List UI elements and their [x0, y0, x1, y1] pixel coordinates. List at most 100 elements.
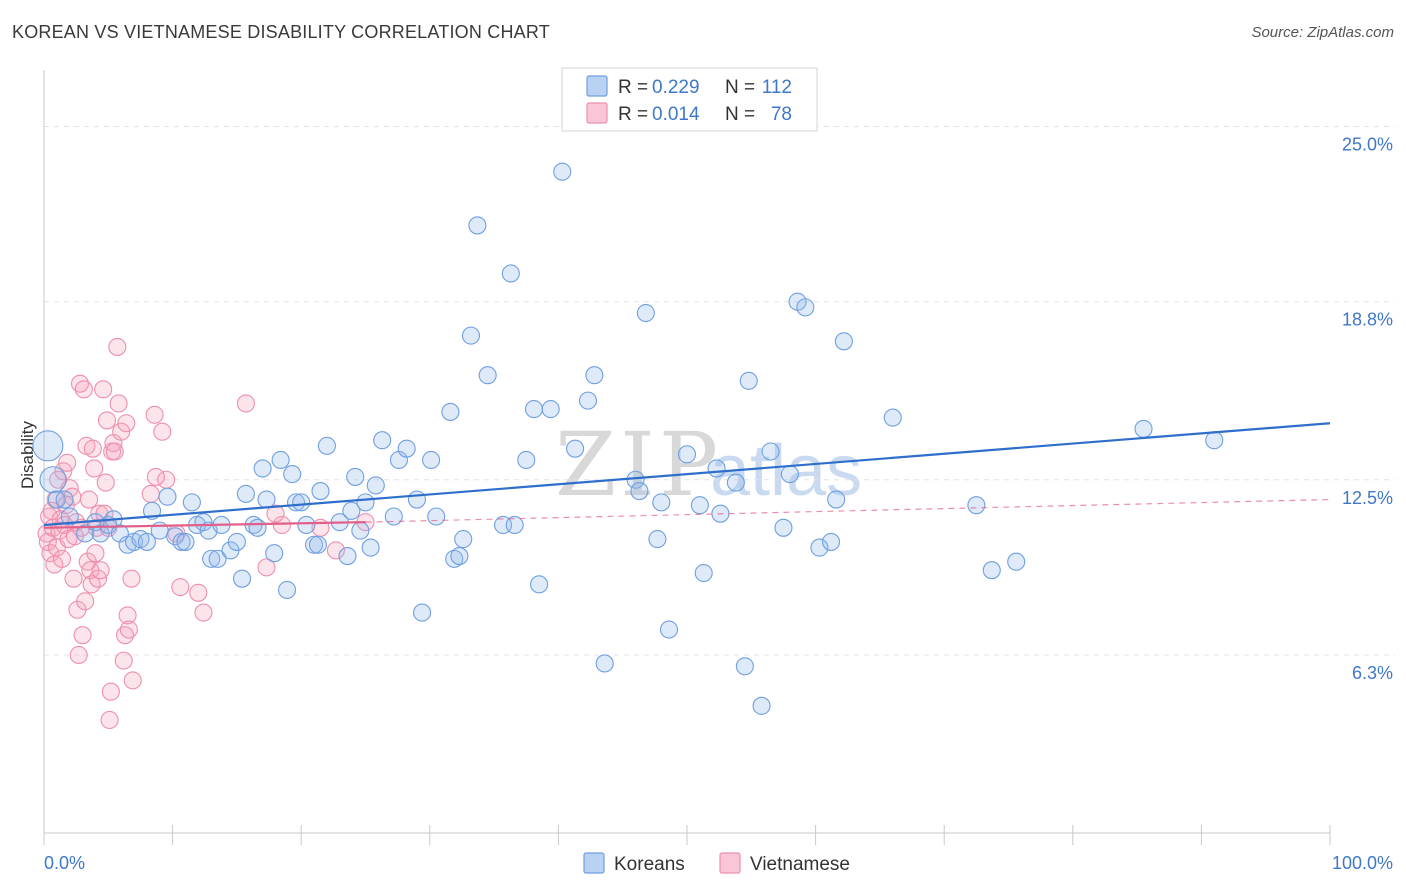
- data-point-koreans: [450, 547, 469, 566]
- data-point-koreans: [478, 366, 497, 385]
- y-tick-label: 25.0%: [1342, 135, 1393, 155]
- data-point-koreans: [227, 532, 246, 551]
- data-point-koreans: [76, 524, 95, 543]
- trend-line-koreans: [43, 422, 1331, 527]
- data-point-koreans: [761, 442, 780, 461]
- series-legend-label-vietnamese: Vietnamese: [750, 854, 850, 875]
- y-tick-label: 18.8%: [1342, 310, 1393, 330]
- data-point-vietnamese: [64, 569, 83, 588]
- data-point-vietnamese: [85, 459, 104, 478]
- data-point-koreans: [361, 538, 380, 557]
- data-point-vietnamese: [118, 606, 137, 625]
- data-point-koreans: [427, 507, 446, 526]
- data-point-koreans: [407, 490, 426, 509]
- data-point-koreans: [317, 436, 336, 455]
- data-point-koreans: [208, 549, 227, 568]
- data-point-koreans: [1007, 552, 1026, 571]
- data-point-vietnamese: [114, 651, 133, 670]
- series-legend: Koreans Vietnamese: [583, 852, 850, 875]
- data-point-koreans: [505, 515, 524, 535]
- data-points: [32, 162, 1224, 730]
- x-ticks: [43, 825, 1331, 845]
- data-point-koreans: [356, 493, 375, 512]
- data-point-koreans: [821, 532, 841, 551]
- legend-r-label-koreans: R =: [618, 77, 648, 98]
- data-point-vietnamese: [52, 549, 72, 568]
- data-point-koreans: [265, 544, 284, 563]
- data-point-koreans: [578, 391, 598, 410]
- data-point-koreans: [501, 264, 520, 283]
- data-point-koreans: [982, 561, 1001, 580]
- data-point-vietnamese: [83, 439, 102, 458]
- data-point-koreans: [182, 493, 201, 512]
- data-point-vietnamese: [194, 603, 213, 622]
- data-point-koreans: [137, 532, 156, 551]
- data-point-koreans: [541, 400, 560, 419]
- series-legend-swatch-vietnamese: [719, 852, 741, 874]
- data-point-koreans: [694, 563, 713, 583]
- data-point-koreans: [796, 298, 815, 317]
- data-point-vietnamese: [105, 442, 124, 461]
- data-point-koreans: [172, 532, 191, 551]
- data-point-vietnamese: [112, 422, 131, 441]
- legend-r-value-vietnamese: 0.014: [652, 104, 700, 125]
- data-point-koreans: [445, 549, 464, 568]
- data-point-koreans: [630, 482, 649, 501]
- data-point-vietnamese: [326, 541, 345, 560]
- data-point-koreans: [311, 482, 330, 501]
- legend-n-label-koreans: N =: [725, 77, 755, 98]
- data-point-vietnamese: [236, 394, 255, 413]
- data-point-koreans: [468, 216, 487, 235]
- data-point-vietnamese: [69, 645, 88, 665]
- data-point-koreans: [441, 402, 460, 421]
- data-point-vietnamese: [123, 671, 142, 690]
- data-point-koreans: [176, 532, 195, 551]
- data-point-koreans: [810, 538, 829, 557]
- data-point-koreans: [297, 515, 316, 535]
- data-point-koreans: [1134, 419, 1153, 438]
- y-tick-label: 12.5%: [1342, 488, 1393, 508]
- y-axis-title: Disability: [18, 420, 37, 489]
- data-point-koreans: [292, 493, 311, 512]
- data-point-vietnamese: [145, 405, 164, 424]
- data-point-koreans: [726, 473, 745, 492]
- data-point-koreans: [47, 490, 66, 509]
- y-tick-label: 6.3%: [1352, 663, 1393, 683]
- data-point-koreans: [461, 326, 481, 345]
- data-point-koreans: [253, 459, 272, 478]
- data-point-vietnamese: [272, 515, 291, 535]
- data-point-koreans: [236, 484, 255, 503]
- data-point-koreans: [232, 569, 252, 588]
- data-point-vietnamese: [266, 504, 285, 523]
- chart-source: Source: ZipAtlas.com: [1251, 24, 1394, 41]
- data-point-vietnamese: [171, 578, 190, 597]
- x-tick-label-right: 100.0%: [1332, 853, 1393, 873]
- data-point-vietnamese: [153, 422, 172, 441]
- data-point-vietnamese: [91, 561, 110, 580]
- data-point-vietnamese: [141, 484, 160, 503]
- data-point-koreans: [690, 496, 709, 515]
- data-point-koreans: [735, 657, 754, 676]
- trend-line-extension-vietnamese: [365, 498, 1331, 523]
- data-point-koreans: [338, 547, 357, 566]
- data-point-vietnamese: [74, 380, 93, 399]
- data-point-vietnamese: [146, 467, 165, 486]
- data-point-koreans: [739, 371, 758, 390]
- data-point-koreans: [707, 459, 726, 478]
- data-point-vietnamese: [100, 710, 119, 730]
- trend-lines: [43, 422, 1331, 529]
- data-point-koreans: [636, 303, 655, 323]
- data-point-koreans: [883, 408, 902, 427]
- data-point-koreans: [752, 696, 771, 715]
- data-point-koreans: [283, 465, 302, 484]
- data-point-vietnamese: [58, 453, 77, 472]
- data-point-koreans: [248, 518, 267, 537]
- data-point-koreans: [366, 476, 385, 495]
- data-point-koreans: [397, 439, 416, 458]
- data-point-vietnamese: [117, 414, 136, 433]
- data-point-vietnamese: [97, 411, 117, 430]
- legend-r-label-vietnamese: R =: [618, 104, 648, 125]
- data-point-vietnamese: [189, 583, 208, 602]
- data-point-vietnamese: [96, 473, 115, 492]
